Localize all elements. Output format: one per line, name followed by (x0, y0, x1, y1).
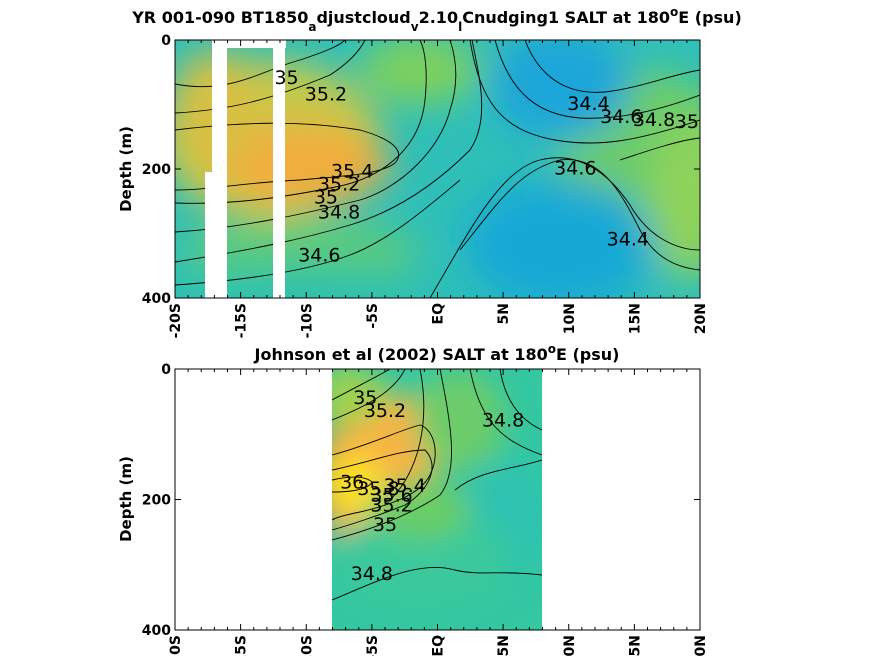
top-x-tick-label: 10N (562, 303, 578, 334)
bottom-chart-title: Johnson et al (2002) SALT at 180oE (psu) (254, 342, 620, 364)
top-x-tick-label: -10S (299, 303, 315, 338)
bottom-contour-label: 35 (373, 514, 397, 536)
bottom-contour-label: 35.2 (370, 495, 412, 517)
bottom-x-tick-label: -20S (168, 635, 184, 656)
top-contour-label: 35 (675, 111, 699, 133)
bottom-contour-label: 35.8 (357, 478, 399, 500)
top-panel: YR 001-090 BT1850adjustcloudv2.10lCnudgi… (117, 5, 742, 338)
bottom-x-tick-label: 5N (496, 635, 512, 656)
bottom-contour-label: 34.8 (482, 410, 524, 432)
top-y-axis-label: Depth (m) (117, 126, 135, 212)
bottom-y-axis-label: Depth (m) (117, 456, 135, 542)
bottom-x-tick-label: -15S (234, 635, 250, 656)
top-contour-label: 34.8 (318, 201, 360, 223)
top-contour-label: 34.8 (633, 109, 675, 131)
bottom-contour-label: 34.8 (351, 563, 393, 585)
bottom-contour-label: 35 (353, 387, 377, 409)
bottom-contour-lines (332, 369, 542, 601)
bottom-y-tick-label: 200 (142, 493, 171, 509)
top-x-tick-label: -5S (365, 303, 381, 329)
bottom-axes: -20S -15S -10S -5S EQ 5N 10N 15N 20N 0 200 400 (142, 362, 709, 656)
top-contour-label: 34.4 (607, 228, 649, 250)
bottom-heatmap (332, 369, 542, 630)
top-contour-label: 34.6 (600, 106, 642, 128)
top-contour-label: 35.2 (305, 83, 347, 105)
bottom-y-tick-label: 0 (161, 362, 171, 378)
top-y-tick-label: 0 (161, 33, 171, 49)
bottom-y-tick-label: 400 (142, 623, 171, 639)
top-contour-label: 35 (314, 187, 338, 209)
top-x-tick-label: 15N (627, 303, 643, 334)
top-chart-title: YR 001-090 BT1850adjustcloudv2.10lCnudgi… (131, 5, 742, 34)
top-x-tick-label: 5N (496, 303, 512, 324)
top-contour-lines (175, 40, 700, 298)
top-x-tick-label: -15S (234, 303, 250, 338)
top-contour-label: 35 (274, 67, 298, 89)
top-x-tick-label: 20N (693, 303, 709, 334)
top-contour-label: 34.6 (554, 158, 596, 180)
bottom-x-tick-label: 10N (562, 635, 578, 656)
top-contour-label: 34.6 (298, 245, 340, 267)
top-contour-label: 35.4 (331, 161, 373, 183)
bottom-contour-label: 35.2 (364, 400, 406, 422)
bottom-contour-label: 35.4 (384, 475, 426, 497)
top-x-tick-label: -20S (168, 303, 184, 338)
top-x-tick-label: EQ (431, 303, 447, 325)
bottom-x-tick-label: 15N (627, 635, 643, 656)
top-axes: -20S -15S -10S -5S EQ 5N 10N 15N 20N 0 200 400 (142, 33, 709, 338)
top-contour-label: 35.2 (318, 174, 360, 196)
bottom-x-tick-label: -10S (299, 635, 315, 656)
bottom-contour-label: 36 (340, 472, 364, 494)
bottom-contour-label: 35.6 (370, 485, 412, 507)
bottom-x-tick-label: 20N (693, 635, 709, 656)
top-y-tick-label: 200 (142, 162, 171, 178)
bottom-panel: Johnson et al (2002) SALT at 180oE (psu) (117, 342, 709, 656)
top-contour-label: 34.4 (567, 93, 609, 115)
bottom-x-tick-label: -5S (365, 635, 381, 656)
bottom-x-tick-label: EQ (431, 635, 447, 656)
top-heatmap (175, 40, 700, 298)
top-y-tick-label: 400 (142, 291, 171, 307)
